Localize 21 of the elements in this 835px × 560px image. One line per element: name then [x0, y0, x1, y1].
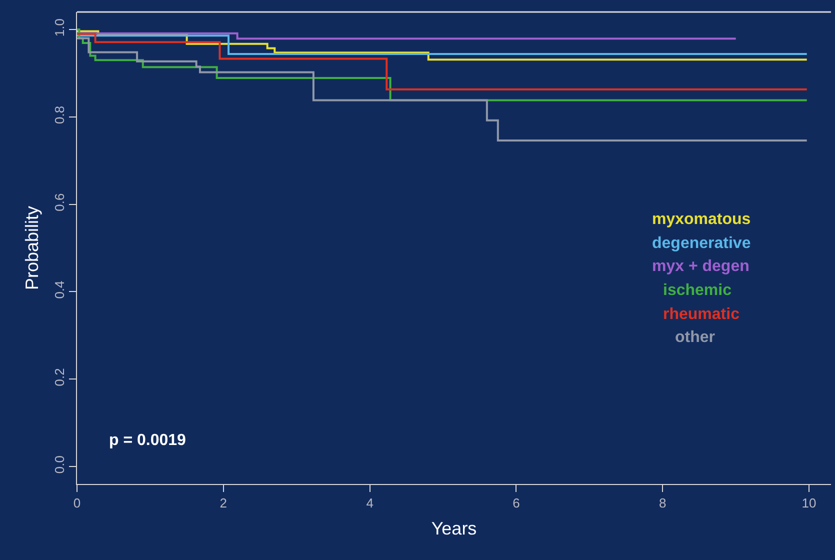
x-tick-label: 6	[512, 496, 520, 511]
x-axis-title: Years	[431, 518, 477, 539]
text: myx + degen	[652, 258, 750, 275]
x-tick-label: 8	[659, 496, 666, 511]
y-tick-label: 1.0	[52, 18, 67, 37]
x-tick-label: 0	[73, 496, 81, 511]
text: degenerative	[652, 235, 751, 252]
y-tick-label: 0.8	[52, 106, 67, 124]
y-tick-label: 0.2	[52, 368, 67, 386]
y-tick-label: 0.6	[52, 193, 67, 212]
y-axis-title: Probability	[22, 206, 42, 290]
text: rheumatic	[663, 306, 740, 323]
x-tick-label: 4	[366, 496, 374, 511]
y-tick-label: 0.4	[52, 280, 67, 299]
text: ischemic	[663, 282, 732, 299]
annotation: p = 0.0019	[109, 432, 186, 449]
y-tick-label: 0.0	[52, 456, 67, 474]
x-tick-label: 10	[802, 496, 816, 511]
text: myxomatous	[652, 211, 751, 228]
x-tick-label: 2	[220, 496, 228, 511]
text: other	[675, 329, 715, 346]
